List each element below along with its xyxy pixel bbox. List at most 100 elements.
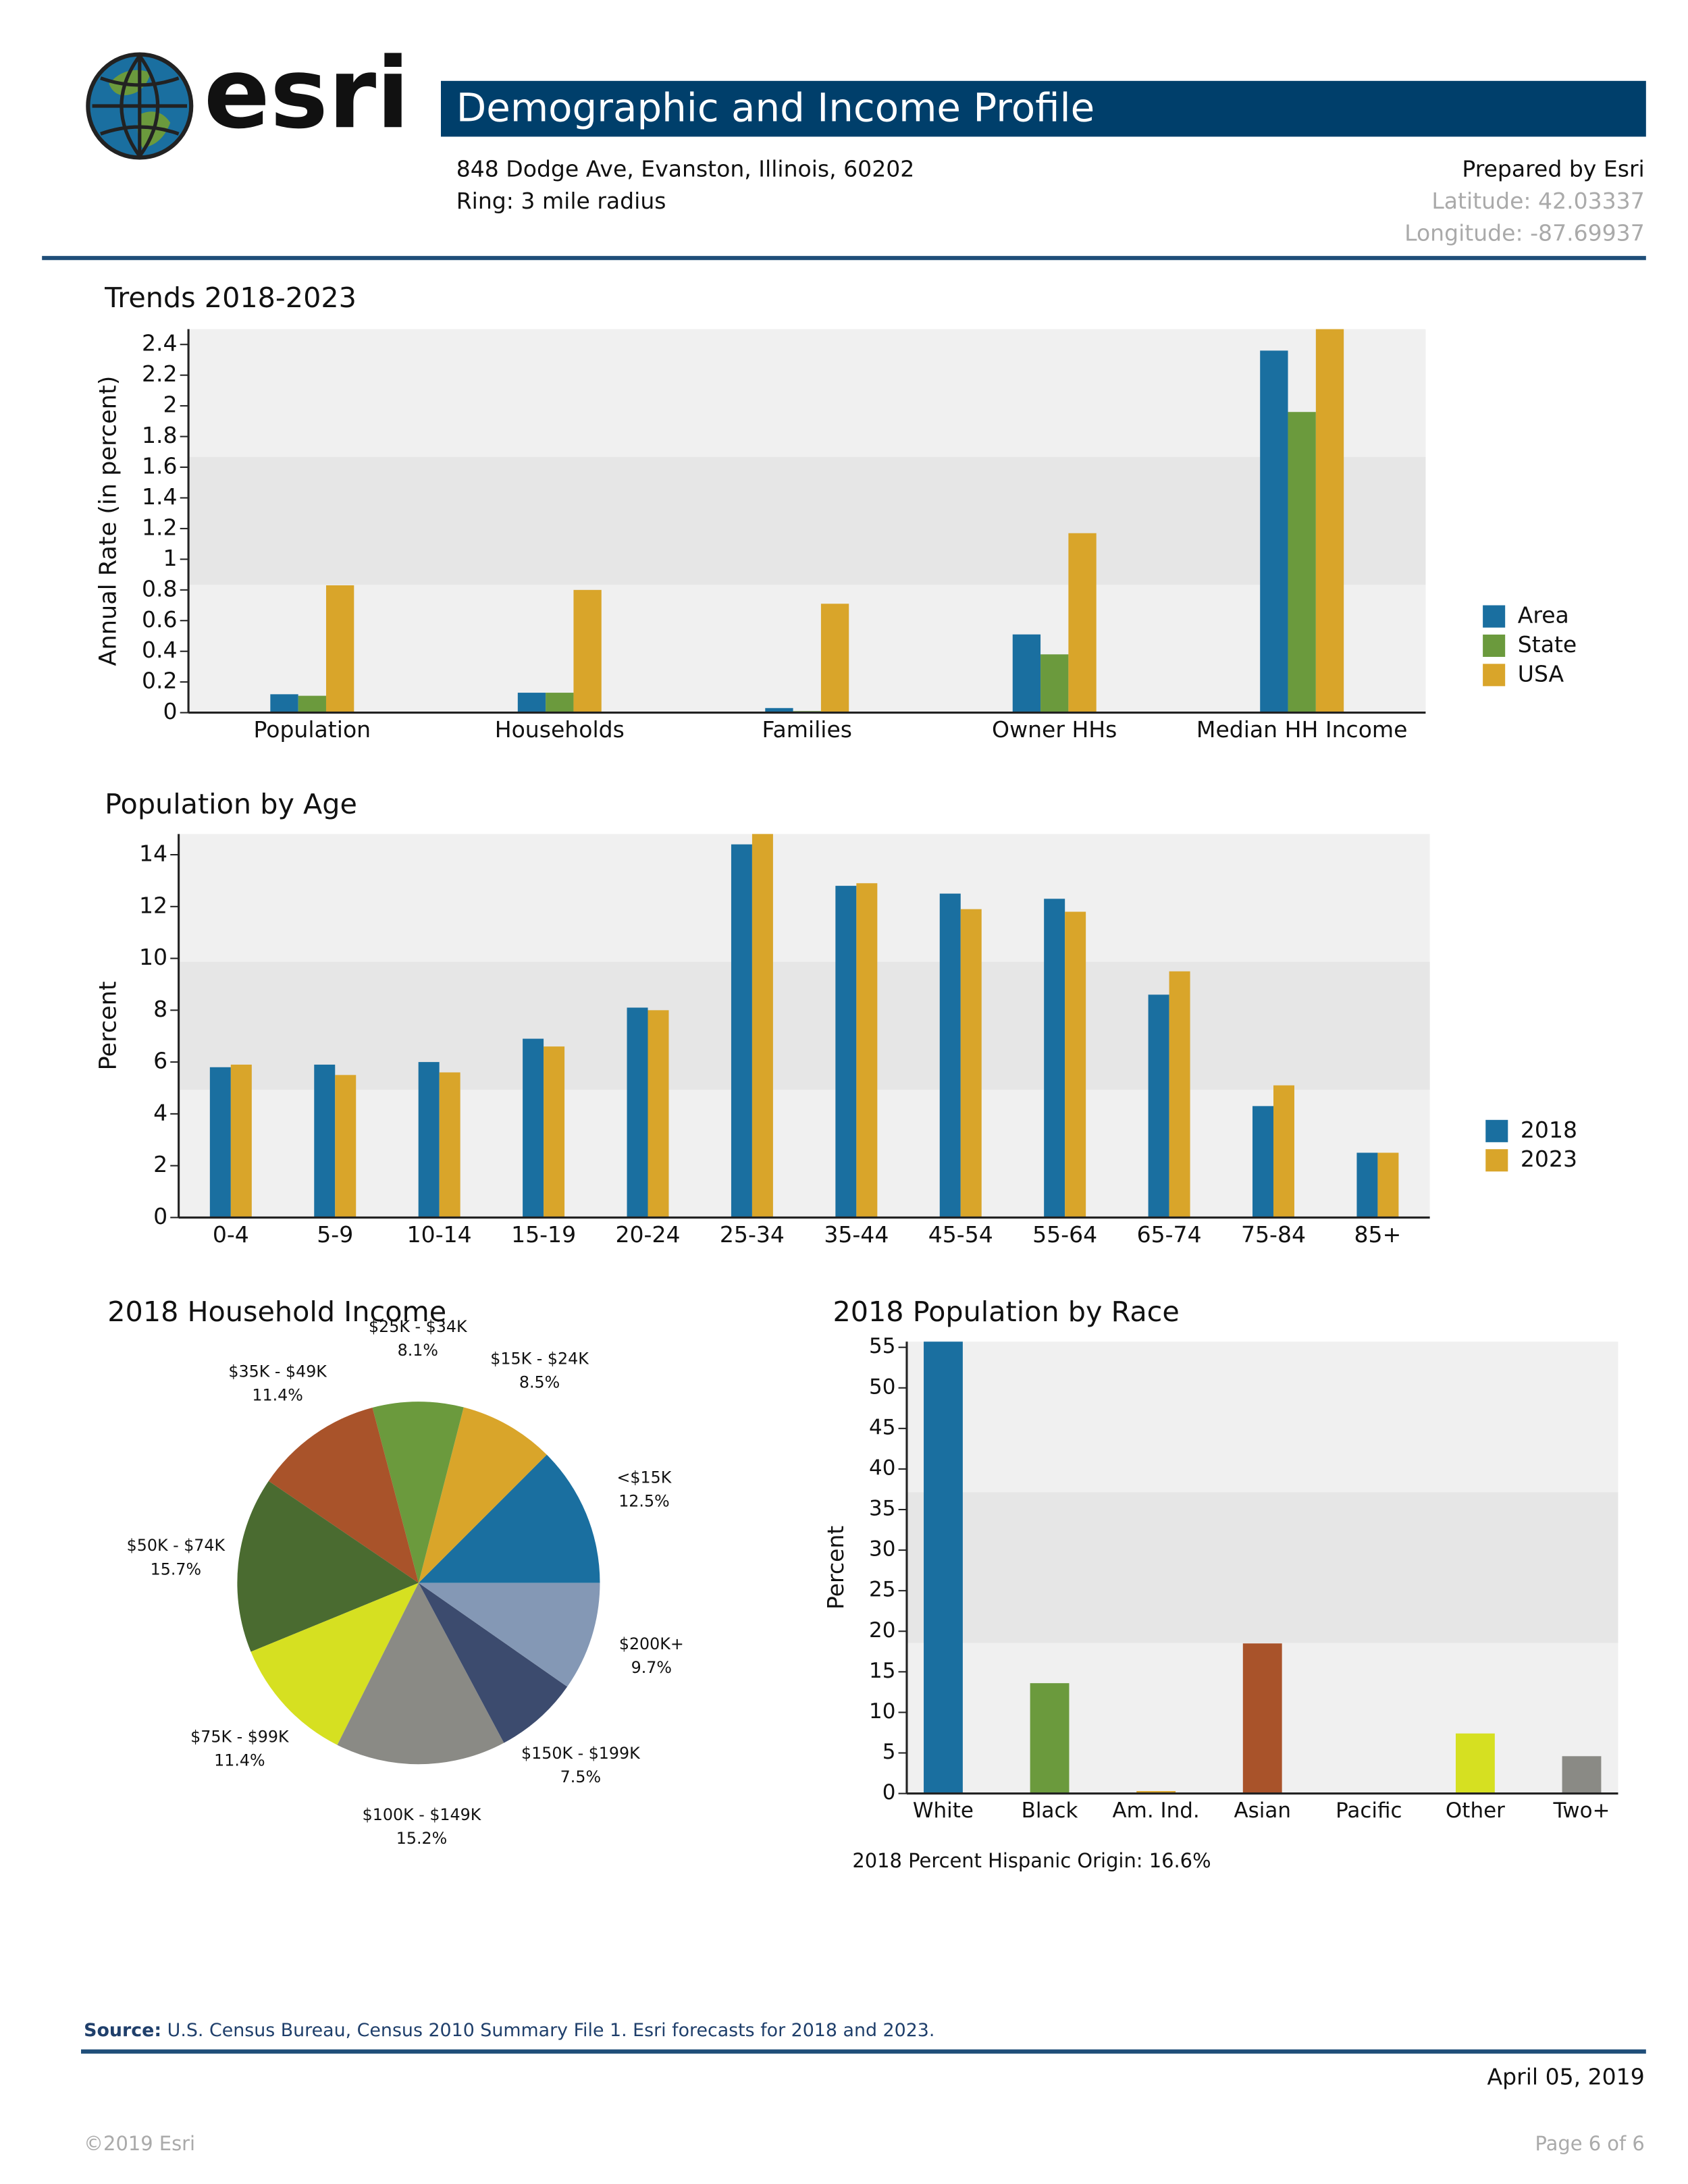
bar: [1252, 1106, 1273, 1218]
x-tick-label: 25-34: [720, 1221, 785, 1248]
bar: [856, 883, 878, 1218]
y-axis-label: Percent: [822, 1526, 849, 1609]
bar: [1044, 899, 1065, 1218]
y-tick-label: 55: [869, 1334, 895, 1358]
y-tick-label: 1.8: [142, 422, 178, 448]
x-tick-label: Two+: [1552, 1799, 1610, 1823]
x-tick-label: 85+: [1354, 1221, 1402, 1248]
pie-slice: [237, 1481, 419, 1652]
bar: [573, 589, 602, 713]
plot-band: [178, 961, 1430, 1090]
y-axis-label: Annual Rate (in percent): [94, 376, 122, 666]
slice-value: 9.7%: [631, 1658, 672, 1677]
y-tick-label: 0.8: [142, 575, 178, 602]
y-tick-label: 10: [869, 1699, 895, 1724]
y-tick-label: 40: [869, 1456, 895, 1480]
pie-slice: [418, 1407, 547, 1583]
x-tick-label: Other: [1446, 1799, 1505, 1823]
bar: [335, 1075, 357, 1218]
slice-label: $150K - $199K: [521, 1744, 641, 1763]
bar: [298, 695, 326, 713]
x-tick-label: Black: [1022, 1799, 1078, 1823]
x-tick-label: Median HH Income: [1196, 716, 1408, 743]
bar: [270, 694, 298, 713]
slice-label: <$15K: [617, 1468, 672, 1487]
bar: [820, 604, 849, 713]
bar: [517, 693, 546, 713]
bar: [1148, 994, 1169, 1218]
bar: [1169, 971, 1190, 1218]
x-tick-label: 45-54: [928, 1221, 993, 1248]
y-tick-label: 12: [139, 892, 167, 918]
legend-swatch: [1485, 1149, 1508, 1172]
slice-value: 12.5%: [618, 1491, 669, 1510]
y-tick-label: 8: [153, 996, 167, 1022]
pie-slice: [418, 1582, 600, 1687]
bar: [1068, 533, 1097, 713]
address: 848 Dodge Ave, Evanston, Illinois, 60202: [456, 156, 915, 182]
y-tick-label: 6: [153, 1048, 167, 1074]
pie-slice: [372, 1402, 464, 1583]
bar: [418, 1062, 440, 1218]
slice-label: $200K+: [619, 1634, 684, 1653]
legend-label: Area: [1518, 602, 1569, 629]
bar: [314, 1064, 336, 1218]
bar: [627, 1007, 648, 1218]
pie-slice: [337, 1582, 504, 1765]
bar: [1136, 1790, 1176, 1794]
globe-grid: [92, 55, 188, 157]
x-tick-label: 20-24: [615, 1221, 680, 1248]
bar: [1455, 1733, 1495, 1794]
pie-slice: [268, 1407, 419, 1583]
source-note: Source: U.S. Census Bureau, Census 2010 …: [84, 2019, 934, 2040]
y-tick-label: 35: [869, 1497, 895, 1521]
x-tick-label: White: [913, 1799, 974, 1823]
slice-value: 11.4%: [214, 1751, 265, 1770]
y-tick-label: 2.4: [142, 330, 178, 356]
y-tick-label: 0: [882, 1780, 896, 1805]
latitude: Latitude: 42.03337: [1431, 188, 1644, 214]
y-tick-label: 50: [869, 1375, 895, 1399]
bar: [1356, 1152, 1378, 1218]
slice-label: $35K - $49K: [228, 1362, 327, 1381]
slice-value: 15.2%: [396, 1829, 447, 1848]
y-tick-label: 0.6: [142, 606, 178, 633]
source-text: U.S. Census Bureau, Census 2010 Summary …: [167, 2019, 935, 2040]
plot-band: [188, 456, 1426, 585]
chart-title: Trends 2018-2023: [104, 282, 357, 314]
slice-value: 8.1%: [398, 1341, 438, 1360]
x-tick-label: Households: [495, 716, 625, 743]
legend-label: 2018: [1521, 1117, 1577, 1143]
bar: [1377, 1152, 1399, 1218]
x-tick-label: Families: [762, 716, 852, 743]
y-tick-label: 0: [163, 698, 178, 724]
y-tick-label: 1.6: [142, 453, 178, 479]
ring: Ring: 3 mile radius: [456, 188, 666, 214]
y-tick-label: 1.2: [142, 514, 178, 540]
bar: [751, 834, 773, 1218]
bar: [325, 585, 354, 713]
x-tick-label: Population: [254, 716, 371, 743]
x-tick-label: 15-19: [511, 1221, 576, 1248]
logo: esri: [86, 37, 410, 160]
legend-swatch: [1483, 664, 1506, 687]
slice-value: 8.5%: [519, 1373, 560, 1392]
x-tick-label: Owner HHs: [992, 716, 1117, 743]
y-tick-label: 10: [139, 944, 167, 970]
chart-title: 2018 Household Income: [107, 1296, 446, 1328]
copyright: ©2019 Esri: [84, 2132, 195, 2155]
y-tick-label: 15: [869, 1659, 895, 1683]
prepared-by: Prepared by Esri: [1462, 156, 1644, 182]
bar: [960, 909, 982, 1218]
legend-label: USA: [1518, 660, 1564, 687]
bar: [835, 886, 857, 1218]
legend-label: 2023: [1521, 1146, 1577, 1172]
legend-label: State: [1518, 631, 1577, 658]
bar: [439, 1072, 460, 1218]
y-tick-label: 20: [869, 1618, 895, 1643]
x-tick-label: 65-74: [1137, 1221, 1202, 1248]
bar: [924, 1341, 963, 1794]
bar: [648, 1010, 669, 1218]
x-tick-label: Asian: [1234, 1799, 1291, 1823]
